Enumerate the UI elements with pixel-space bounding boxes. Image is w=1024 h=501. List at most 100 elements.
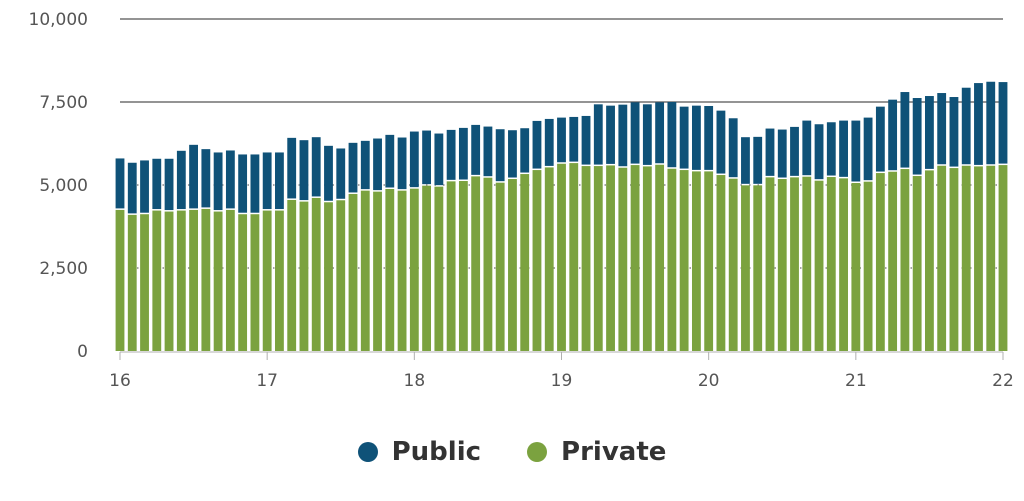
- bar-private: [802, 176, 812, 351]
- bar-public: [875, 106, 885, 172]
- bar-public: [176, 150, 186, 210]
- bar-private: [532, 170, 542, 351]
- bar-private: [360, 190, 370, 351]
- bar-private: [458, 181, 468, 351]
- bar-public: [900, 92, 910, 168]
- bar-public: [839, 120, 848, 177]
- bar-private: [225, 209, 235, 351]
- bar-public: [275, 152, 284, 210]
- bar-public: [826, 122, 836, 176]
- bar-public: [704, 105, 714, 170]
- bar-private: [593, 166, 603, 351]
- bar-public: [385, 134, 395, 188]
- bar-private: [900, 169, 910, 351]
- bar-private: [839, 178, 848, 351]
- bar-private: [495, 182, 505, 351]
- bar-private: [630, 165, 640, 351]
- bar-public: [790, 126, 799, 176]
- bar-public: [238, 154, 248, 213]
- bar-private: [189, 209, 198, 351]
- bar-public: [483, 126, 493, 177]
- bar-public: [189, 144, 198, 209]
- bar-public: [728, 118, 738, 178]
- legend-label-private: Private: [561, 437, 667, 467]
- bar-public: [397, 137, 407, 190]
- bar-private: [765, 177, 775, 351]
- bar-private: [888, 171, 898, 351]
- y-tick-label: 0: [77, 342, 88, 362]
- bar-private: [606, 165, 615, 351]
- bar-public: [655, 102, 665, 164]
- bar-public: [324, 145, 333, 201]
- bar-private: [311, 197, 321, 351]
- bar-public: [569, 116, 579, 162]
- bar-private: [409, 188, 419, 351]
- bar-private: [753, 185, 763, 351]
- bar-public: [949, 97, 959, 167]
- bar-public: [581, 115, 591, 165]
- bar-public: [777, 129, 787, 178]
- bar-public: [544, 118, 554, 166]
- bar-public: [164, 158, 174, 211]
- bar-private: [716, 175, 726, 351]
- bar-public: [201, 149, 211, 208]
- bar-public: [348, 142, 358, 193]
- bar-private: [483, 177, 493, 351]
- legend-swatch-public: [357, 442, 378, 462]
- bars-layer: [115, 81, 1008, 351]
- y-axis: 0 2,500 5,000 7,500 10,000: [29, 10, 88, 362]
- y-tick-label: 2,500: [39, 259, 88, 279]
- bar-public: [974, 83, 983, 165]
- bar-private: [544, 167, 554, 351]
- bar-private: [287, 199, 297, 351]
- bar-public: [937, 93, 947, 165]
- bar-public: [262, 152, 272, 210]
- bar-private: [961, 165, 971, 351]
- bar-private: [238, 214, 248, 351]
- bar-private: [691, 171, 701, 351]
- bar-private: [299, 201, 309, 351]
- bar-private: [557, 163, 566, 351]
- bar-public: [311, 137, 321, 197]
- bar-public: [250, 154, 260, 213]
- bar-private: [336, 200, 346, 351]
- bar-public: [225, 150, 235, 209]
- bar-private: [397, 190, 407, 351]
- bar-private: [998, 165, 1008, 351]
- bar-public: [422, 130, 432, 185]
- bar-private: [741, 185, 750, 351]
- bar-public: [115, 158, 125, 209]
- bar-public: [863, 117, 873, 181]
- bar-public: [532, 120, 542, 169]
- bar-private: [679, 170, 689, 351]
- bar-private: [348, 193, 358, 351]
- legend-swatch-private: [527, 442, 548, 462]
- bar-public: [140, 160, 149, 213]
- bar-public: [213, 152, 223, 211]
- bar-private: [655, 164, 665, 351]
- bar-public: [495, 129, 505, 182]
- legend-item-public[interactable]: Public: [357, 437, 481, 467]
- bar-public: [741, 137, 750, 184]
- bar-public: [471, 124, 481, 175]
- bar-private: [385, 188, 395, 351]
- bar-private: [912, 176, 922, 351]
- bar-public: [802, 120, 812, 176]
- x-tick-label: 17: [256, 371, 278, 391]
- bar-private: [642, 166, 652, 351]
- bar-public: [557, 117, 566, 163]
- bar-private: [851, 183, 861, 351]
- bar-public: [986, 81, 996, 165]
- x-tick-label: 16: [109, 371, 131, 391]
- bar-public: [360, 140, 370, 190]
- legend-item-private[interactable]: Private: [527, 437, 666, 467]
- bar-private: [471, 176, 481, 351]
- bar-public: [925, 96, 934, 169]
- bar-public: [630, 102, 640, 164]
- bar-private: [164, 211, 174, 351]
- bar-private: [728, 178, 738, 351]
- bar-private: [949, 168, 959, 351]
- bar-private: [446, 181, 456, 351]
- bar-private: [373, 191, 382, 351]
- bar-private: [986, 165, 996, 351]
